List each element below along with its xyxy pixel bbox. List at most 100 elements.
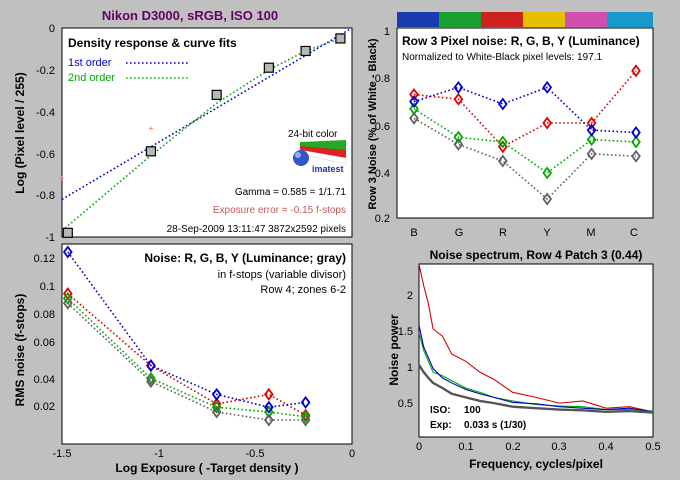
noise-point-y	[211, 405, 222, 419]
spectrum-ytick: 2	[407, 290, 413, 302]
noise-subtitle-1: in f-stops (variable divisor)	[218, 269, 346, 281]
logo-caption: 24-bit color	[288, 129, 338, 140]
row3-point-b	[453, 80, 464, 94]
row3-xtick: C	[630, 227, 638, 239]
noise-marks	[62, 245, 311, 427]
spectrum-series-r-line	[418, 263, 654, 413]
row3-point-r	[542, 116, 553, 130]
noise-point-g	[300, 410, 311, 424]
measured-point	[62, 227, 73, 238]
row3-point-g	[497, 135, 508, 149]
row3-ytick: 0.4	[375, 168, 390, 180]
noise-point-r	[263, 387, 274, 401]
noise-subtitle-2: Row 4; zones 6-2	[260, 284, 346, 296]
exposure-error-text: Exposure error = -0.15 f-stops	[213, 205, 346, 216]
noise-ytick: 0.12	[34, 253, 55, 265]
row3-point-b	[409, 95, 419, 109]
row3-point-r	[586, 116, 597, 130]
noise-ytick: 0.02	[34, 401, 55, 413]
noise-ylabel: RMS noise (f-stops)	[13, 294, 27, 407]
noise-series-g-line	[67, 297, 306, 418]
imatest-logo: 24-bit color imatest	[288, 129, 347, 174]
density-ytick: -0.8	[36, 190, 55, 202]
density-footer: 28-Sep-2009 13:11:47 3872x2592 pixels	[167, 224, 346, 235]
row3-plot-area	[396, 27, 654, 219]
iso-label: ISO:	[430, 405, 451, 416]
spectrum-series-g-line	[418, 332, 654, 412]
row3-marks	[409, 64, 641, 206]
row3-point-y	[409, 111, 419, 125]
row3-point-g	[586, 133, 597, 147]
row3-point-y	[542, 192, 553, 206]
row3-xtick: Y	[543, 227, 551, 239]
row3-point-r	[409, 88, 419, 101]
density-ytick: -0.4	[36, 107, 55, 119]
row3-point-y	[497, 154, 508, 168]
row3-ytick: 0.2	[375, 213, 390, 225]
density-ytick: -0.2	[36, 65, 55, 77]
noise-point-b	[62, 245, 73, 259]
noise-title: Noise: R, G, B, Y (Luminance; gray)	[144, 251, 346, 265]
noise-point-r	[211, 397, 222, 411]
row3-point-g	[631, 135, 641, 149]
row3-xtick: G	[455, 227, 464, 239]
density-ylabel: Log (Pixel level / 255)	[13, 72, 27, 193]
spectrum-series-y-line	[417, 364, 654, 414]
row3-point-y	[631, 149, 641, 163]
row3-point-b	[542, 80, 553, 94]
row3-series-r-line	[413, 70, 637, 148]
density-ytick: -1	[45, 232, 55, 244]
outlier-mark: +	[148, 123, 153, 133]
spectrum-xtick: 0.1	[458, 441, 473, 453]
row3-point-y	[453, 137, 464, 151]
spectrum-xtick: 0.2	[505, 441, 520, 453]
row3-ytick: 0.8	[375, 73, 390, 85]
outlier-mark: +	[59, 173, 64, 183]
noise-xtick: -0.5	[246, 448, 265, 460]
spectrum-title: Noise spectrum, Row 4 Patch 3 (0.44)	[430, 248, 643, 262]
row3-ylabel: Row 3 Noise (% of White - Black)	[367, 38, 379, 209]
noise-ytick: 0.08	[34, 309, 55, 321]
spectrum-ytick: 1.5	[398, 326, 413, 338]
noise-point-y	[62, 296, 73, 310]
logo-text: imatest	[312, 164, 344, 174]
row3-ytick: 1	[384, 26, 390, 38]
noise-xtick: -1.5	[53, 448, 72, 460]
noise-ytick: 0.1	[40, 281, 55, 293]
spectrum-xtick: 0.4	[598, 441, 613, 453]
spectrum-xlabel: Frequency, cycles/pixel	[469, 457, 603, 471]
noise-ytick: 0.04	[34, 374, 55, 386]
row3-point-b	[586, 123, 597, 137]
row3-point-r	[453, 92, 464, 106]
row3-point-g	[542, 166, 553, 180]
row3-subtitle: Normalized to White-Black pixel levels: …	[402, 52, 603, 63]
row3-xtick: B	[410, 227, 417, 239]
noise-xlabel: Log Exposure ( -Target density )	[115, 461, 298, 475]
patch-color-strip	[397, 12, 653, 27]
noise-point-y	[146, 375, 156, 389]
row3-series-g-line	[413, 108, 637, 174]
exp-label: Exp:	[430, 420, 452, 431]
measured-point	[335, 33, 346, 44]
row3-point-g	[453, 130, 464, 144]
noise-point-b	[146, 359, 156, 373]
noise-point-g	[211, 400, 222, 414]
noise-ytick: 0.06	[34, 337, 55, 349]
gamma-text: Gamma = 0.585 = 1/1.71	[235, 187, 347, 198]
row3-point-b	[631, 126, 641, 139]
noise-plot-area	[61, 243, 353, 445]
measured-point	[300, 45, 311, 57]
row3-point-r	[631, 64, 641, 78]
row3-series-y-line	[413, 117, 637, 201]
noise-point-b	[211, 387, 222, 401]
noise-xtick: 0	[349, 448, 355, 460]
figure-title: Nikon D3000, sRGB, ISO 100	[102, 8, 278, 23]
density-plot-area	[61, 27, 353, 238]
exp-value: 0.033 s (1/30)	[464, 420, 526, 431]
noise-point-b	[300, 395, 311, 409]
spectrum-xtick: 0.3	[551, 441, 566, 453]
legend-1st-order: 1st order	[68, 57, 112, 69]
row3-point-b	[497, 97, 508, 111]
row3-ytick: 0.6	[375, 121, 390, 133]
spectrum-marks	[417, 263, 654, 414]
